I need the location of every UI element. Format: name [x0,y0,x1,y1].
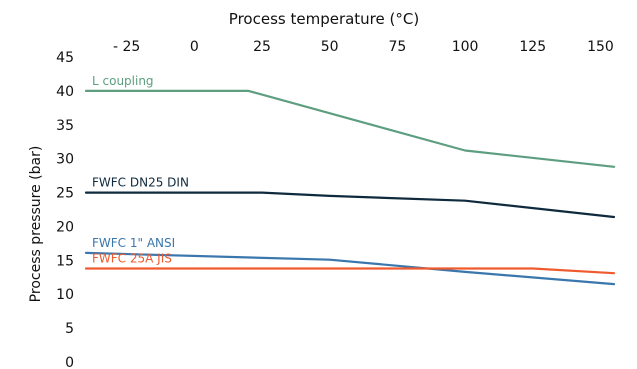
x-tick-label: - 25 [113,39,140,55]
y-tick-label: 35 [56,118,74,134]
series-line-l-coupling [84,89,616,168]
series-line-fwfc-1-ansi [84,251,616,286]
y-tick-label: 20 [56,219,74,235]
series-line-fwfc-dn25-din [84,191,616,219]
series-label-fwfc-25a-jis: FWFC 25A JIS [92,251,172,265]
x-tick-label: 50 [321,39,339,55]
x-tick-label: 75 [388,39,406,55]
y-tick-label: 15 [56,253,74,269]
y-tick-label: 25 [56,186,74,202]
y-tick-labels: 0 5 10 15 20 25 30 35 40 45 [56,50,74,369]
x-tick-label: 150 [587,39,614,55]
x-tick-label: 25 [253,39,271,55]
y-tick-label: 45 [56,50,74,66]
series-line-fwfc-25a-jis [84,267,616,275]
series-label-fwfc-dn25-din: FWFC DN25 DIN [92,176,189,190]
y-tick-label: 10 [56,287,74,303]
y-tick-label: 5 [65,321,74,337]
chart-title: Process temperature (°C) [229,10,419,28]
y-tick-label: 0 [65,355,74,369]
x-tick-label: 100 [452,39,479,55]
series-label-fwfc-1-ansi: FWFC 1" ANSI [92,236,175,250]
y-tick-label: 40 [56,84,74,100]
x-tick-label: 0 [190,39,199,55]
y-axis-label: Process pressure (bar) [28,146,44,303]
series-label-l-coupling: L coupling [92,74,154,88]
x-tick-labels: - 25 0 25 50 75 100 125 150 [113,39,614,55]
x-tick-label: 125 [519,39,546,55]
y-tick-label: 30 [56,152,74,168]
series-labels: L coupling FWFC DN25 DIN FWFC 1" ANSIFWFC … [92,74,189,266]
series-lines [84,89,616,286]
